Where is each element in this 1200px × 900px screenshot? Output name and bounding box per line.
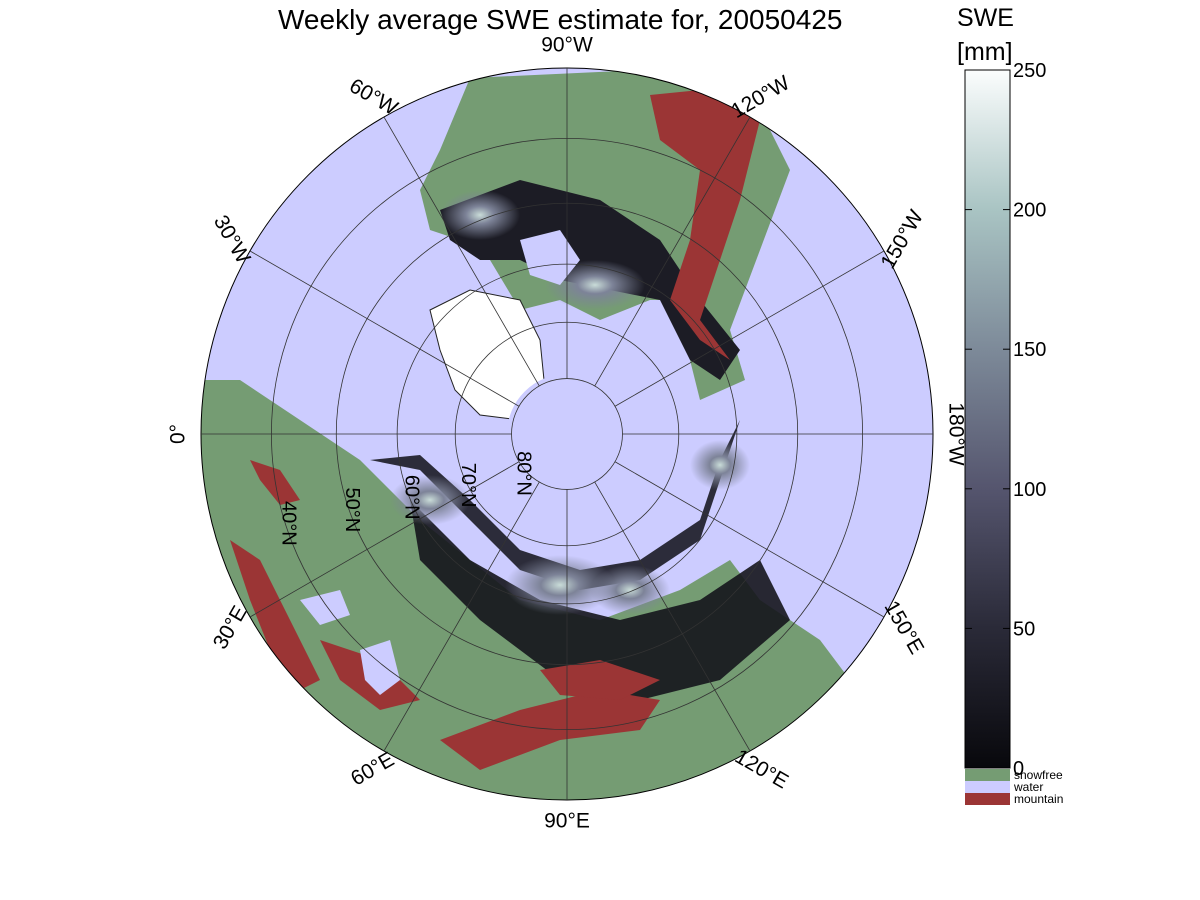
hudson-bay <box>520 230 580 285</box>
category-label: mountain <box>1014 792 1063 806</box>
latitude-label: 70°N <box>457 463 479 508</box>
longitude-label: 30°E <box>209 602 252 653</box>
snow-peak-chukotka <box>690 440 750 490</box>
latitude-label: 80°N <box>512 451 534 496</box>
snow-peak-scandinavia <box>390 475 470 525</box>
latitude-labels: 80°N 70°N 60°N 50°N 40°N <box>277 451 534 546</box>
land-layer <box>201 70 850 800</box>
colorbar-tick-label: 0 <box>1013 758 1024 780</box>
longitude-label: 60°W <box>345 74 401 120</box>
latitude-label: 50°N <box>341 488 363 533</box>
caspian-sea <box>360 640 400 695</box>
colorbar-tick-label: 250 <box>1013 60 1046 82</box>
longitude-label: 150°W <box>876 206 928 272</box>
longitude-label: 180°W <box>944 402 967 465</box>
central-asia-mountains <box>540 660 660 700</box>
colorbar-ticks: 0 50 100 150 200 250 <box>965 60 1046 780</box>
category-label: snowfree <box>1014 768 1063 782</box>
longitude-label: 0° <box>167 424 190 444</box>
black-sea <box>300 590 350 625</box>
rockies-mountains <box>650 90 760 360</box>
longitude-label: 90°W <box>541 34 593 57</box>
category-swatch <box>965 769 1010 781</box>
colorbar-tick-label: 100 <box>1013 479 1046 501</box>
latitude-label: 60°N <box>400 475 422 520</box>
meridian-line <box>594 481 751 752</box>
category-label: water <box>1013 780 1043 794</box>
snow-peak-east-siberia <box>590 565 670 615</box>
colorbar-gradient <box>964 69 1011 769</box>
colorbar-tick-label: 200 <box>1013 200 1046 222</box>
map-title: Weekly average SWE estimate for, 2005042… <box>278 4 843 35</box>
meridian-line <box>249 461 520 618</box>
meridian-line <box>249 250 520 407</box>
himalaya-mountains <box>440 690 660 770</box>
meridian-line <box>383 116 540 387</box>
colorbar-tick-label: 50 <box>1013 618 1035 640</box>
category-swatch <box>965 793 1010 805</box>
meridian-line <box>383 481 540 752</box>
graticule <box>200 67 934 801</box>
meridian-line <box>614 250 885 407</box>
longitude-label: 150°E <box>880 597 929 658</box>
siberia-snow-band <box>410 500 790 700</box>
longitude-label: 90°E <box>544 810 590 833</box>
arctic-ocean-core <box>507 374 627 494</box>
longitude-label: 120°E <box>731 745 792 794</box>
longitude-label: 120°W <box>727 71 793 123</box>
meridian-line <box>614 461 885 618</box>
colorbar-units: [mm] <box>957 38 1013 66</box>
europe-mountains <box>230 540 320 690</box>
snow-peak-labrador <box>440 190 520 240</box>
meridian-line <box>594 116 751 387</box>
latitude-label: 40°N <box>277 501 299 546</box>
category-swatch <box>965 781 1010 793</box>
longitude-label: 30°W <box>209 211 255 267</box>
colorbar-title: SWE <box>957 4 1014 32</box>
colorbar-tick-label: 150 <box>1013 339 1046 361</box>
